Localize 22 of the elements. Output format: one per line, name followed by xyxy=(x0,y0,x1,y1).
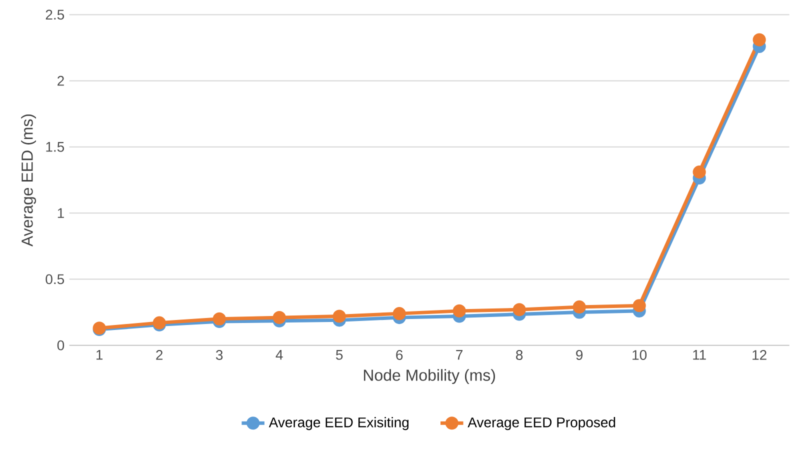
y-tick-label: 0.5 xyxy=(46,274,64,284)
legend-label: Average EED Proposed xyxy=(468,417,616,430)
x-tick-label: 2 xyxy=(156,350,163,360)
x-tick-label: 5 xyxy=(336,350,343,360)
x-tick-label: 1 xyxy=(96,350,103,360)
y-tick-label: 2 xyxy=(58,76,64,86)
x-tick-label: 10 xyxy=(632,350,647,360)
y-axis-title: Average EED (ms) xyxy=(21,114,36,247)
y-tick-label: 1 xyxy=(58,208,64,218)
x-tick-label: 9 xyxy=(576,350,583,360)
y-tick-label: 2.5 xyxy=(46,10,64,20)
x-tick-label: 11 xyxy=(693,350,706,360)
legend-label: Average EED Exisiting xyxy=(268,417,408,430)
x-tick-label: 7 xyxy=(456,350,463,360)
x-axis-title: Node Mobility (ms) xyxy=(364,369,495,384)
y-tick-label: 0 xyxy=(57,340,64,350)
y-tick-label: 1.5 xyxy=(46,142,64,152)
x-tick-label: 3 xyxy=(216,350,223,360)
x-tick-label: 6 xyxy=(396,350,403,360)
x-tick-label: 4 xyxy=(276,350,283,360)
x-tick-label: 8 xyxy=(516,350,523,360)
x-tick-label: 12 xyxy=(752,350,766,360)
